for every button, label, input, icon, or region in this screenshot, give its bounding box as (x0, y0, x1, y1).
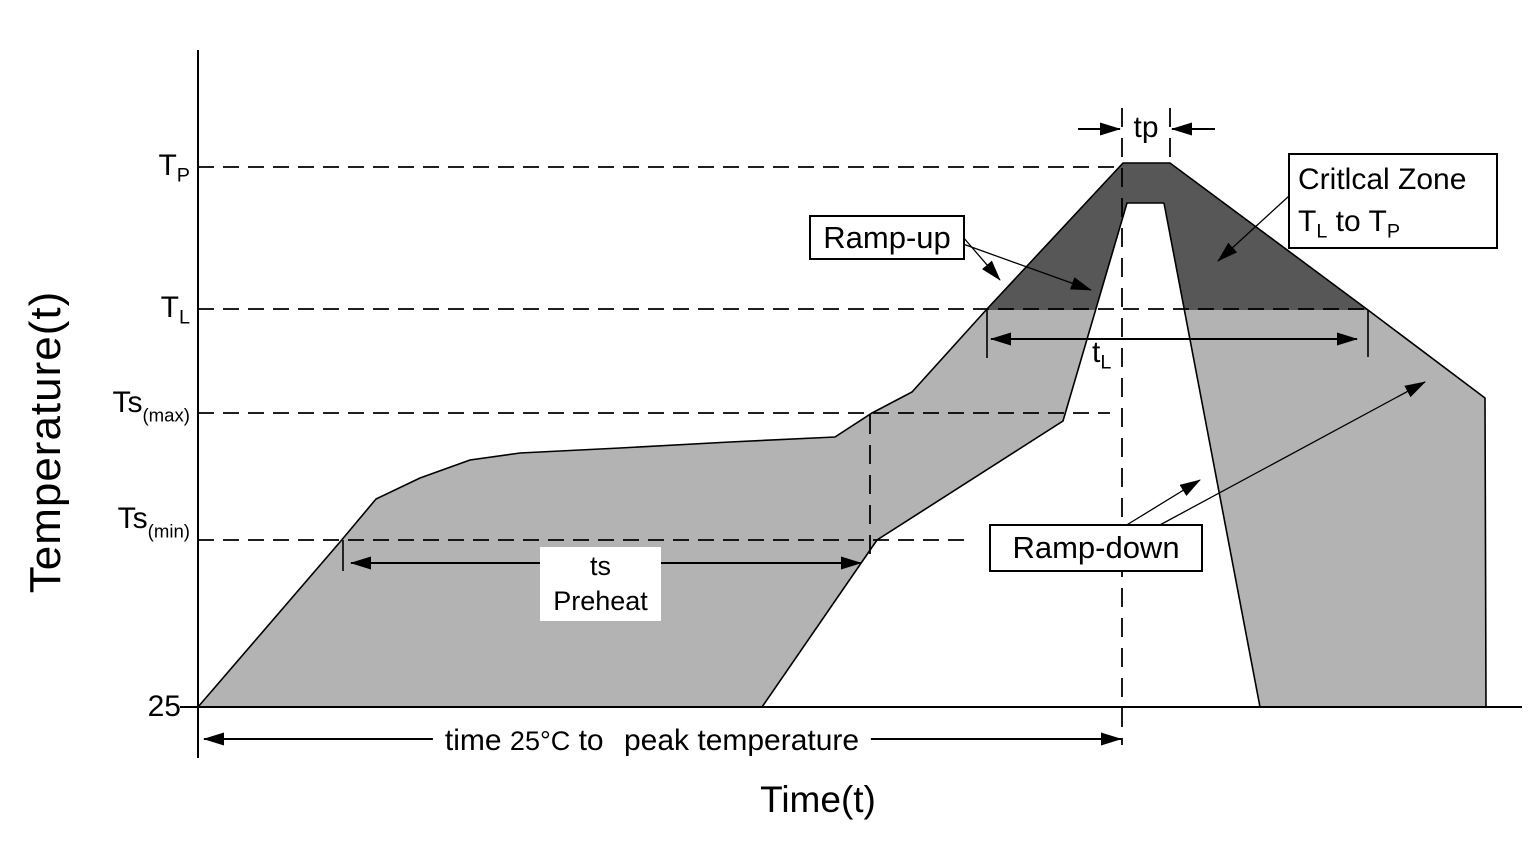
critical-zone-line2: TL to TP (1298, 205, 1401, 243)
ramp-down-leader-2 (1157, 381, 1426, 527)
critical-zone-line1: Critlcal Zone (1298, 163, 1467, 196)
critical-zone-leader (1217, 195, 1290, 262)
ts-preheat-label: ts Preheat (540, 547, 661, 621)
preheat-label: Preheat (553, 586, 648, 616)
y-tick-label-ts-min: Ts(min) (117, 502, 190, 542)
profile-outline-0 (197, 162, 1487, 708)
ramp-down-leader-1 (1124, 479, 1201, 527)
y-tick-label-25: 25 (147, 690, 181, 723)
y-tick-label-tp: TP (158, 149, 190, 187)
critical-zone-fill (987, 163, 1368, 310)
ramp-down-label-box: Ramp-down (989, 524, 1203, 572)
ramp-up-leader-1 (962, 236, 1001, 281)
ts-label: ts (589, 551, 611, 581)
y-tick-label-tl: TL (160, 291, 190, 329)
profile-outline-2 (1163, 202, 1261, 708)
tl-dimension-label: tL (1092, 336, 1112, 374)
tp-dimension-label: tp (1133, 111, 1159, 144)
critical-zone-label-box: Critlcal Zone TL to TP (1288, 153, 1498, 249)
y-tick-label-ts-max: Ts(max) (112, 386, 190, 426)
x-axis-title: Time(t) (760, 779, 876, 820)
time-to-peak-annotation: time 25°C to peak temperature (432, 722, 872, 760)
y-axis-title: Temperature(t) (21, 290, 70, 594)
ramp-up-label-box: Ramp-up (809, 215, 965, 260)
ramp-up-leader-2 (962, 243, 1092, 291)
profile-outline-1 (761, 202, 1164, 708)
